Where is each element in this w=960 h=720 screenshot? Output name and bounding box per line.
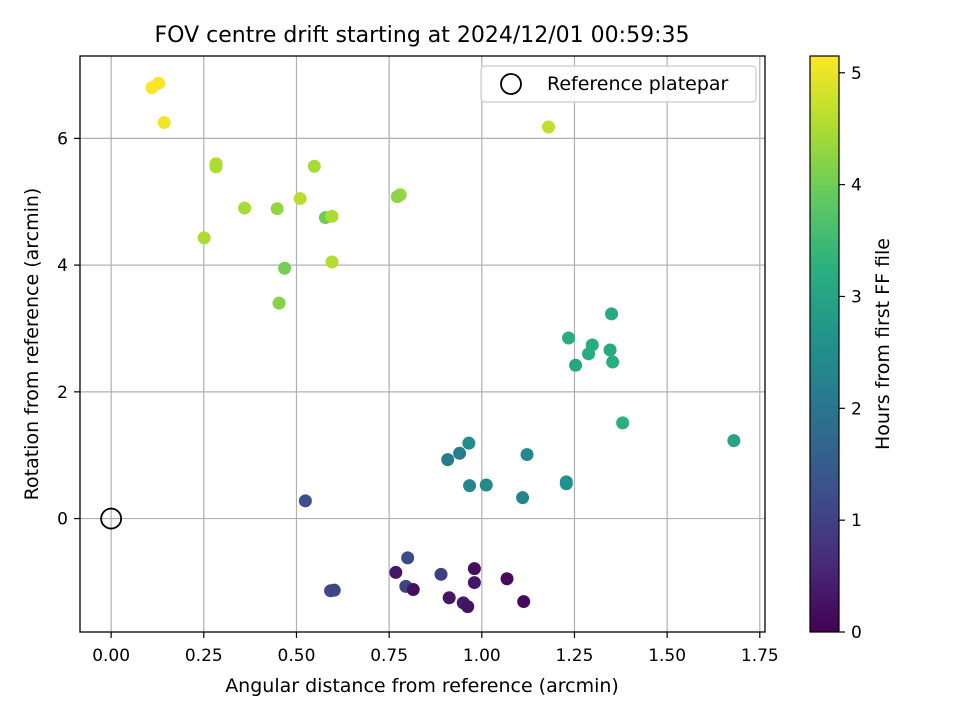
reference-marker — [100, 507, 123, 530]
grid — [80, 56, 765, 632]
colorbar-tick-label: 5 — [851, 64, 862, 84]
colorbar-tick-label: 4 — [851, 176, 862, 196]
x-tick-label: 0.50 — [278, 646, 316, 666]
colorbar-ticks: 0 1 2 3 4 5 — [839, 64, 862, 643]
scatter-point — [293, 192, 307, 206]
scatter-point — [562, 331, 576, 345]
scatter-point — [467, 562, 481, 576]
scatter-point — [616, 416, 630, 430]
scatter-point — [559, 477, 573, 491]
y-tick-label: 2 — [57, 383, 68, 403]
scatter-point — [278, 261, 292, 275]
y-tick-label: 6 — [57, 129, 68, 149]
x-tick-label: 1.00 — [463, 646, 501, 666]
scatter-point — [197, 231, 211, 245]
scatter-point — [307, 159, 321, 173]
colorbar-tick-label: 2 — [851, 399, 862, 419]
x-tick-label: 1.25 — [556, 646, 594, 666]
scatter-point — [434, 567, 448, 581]
colorbar-tick-label: 3 — [851, 287, 862, 307]
scatter-point — [453, 446, 467, 460]
scatter-point — [603, 343, 617, 357]
y-axis-label: Rotation from reference (arcmin) — [21, 188, 43, 501]
scatter-point — [209, 160, 223, 174]
x-tick-label: 1.50 — [648, 646, 686, 666]
x-axis-ticks: 0.00 0.25 0.50 0.75 1.00 1.25 1.50 1.75 — [92, 632, 779, 666]
scatter-point — [157, 116, 171, 130]
x-axis-label: Angular distance from reference (arcmin) — [225, 675, 619, 697]
scatter-point — [441, 453, 455, 467]
scatter-point — [389, 565, 403, 579]
scatter-point — [727, 434, 741, 448]
scatter-point — [238, 201, 252, 215]
scatter-point — [467, 576, 481, 590]
legend: Reference platepar — [480, 65, 757, 103]
scatter-point — [463, 479, 477, 493]
x-tick-label: 0.00 — [92, 646, 130, 666]
scatter-point — [325, 255, 339, 269]
scatter-point — [582, 347, 596, 361]
legend-entry-reference: Reference platepar — [547, 73, 729, 95]
scatter-point — [442, 591, 456, 605]
scatter-point — [569, 358, 583, 372]
scatter-point — [606, 355, 620, 369]
plot-frame — [79, 55, 766, 633]
x-tick-label: 1.75 — [741, 646, 779, 666]
legend-box — [480, 65, 757, 103]
scatter-point — [462, 436, 476, 450]
scatter-point — [479, 478, 493, 492]
plot-area: 0.00 0.25 0.50 0.75 1.00 1.25 1.50 1.75 0 2 4 6 — [57, 55, 779, 666]
scatter-point — [390, 190, 404, 204]
colorbar-gradient — [809, 55, 840, 633]
scatter-point — [516, 491, 530, 505]
chart-title: FOV centre drift starting at 2024/12/01 … — [155, 23, 690, 48]
y-tick-label: 0 — [57, 510, 68, 530]
scatter-point — [298, 494, 312, 508]
scatter-point — [327, 583, 341, 597]
scatter-point — [461, 600, 475, 614]
scatter-points — [145, 76, 741, 614]
legend-marker-icon — [500, 73, 522, 95]
colorbar-label: Hours from first FF file — [872, 238, 894, 450]
x-tick-label: 0.75 — [370, 646, 408, 666]
y-axis-ticks: 0 2 4 6 — [57, 129, 80, 530]
scatter-point — [270, 202, 284, 216]
scatter-point — [406, 583, 420, 597]
colorbar: 0 1 2 3 4 5 Hours from first FF file — [809, 55, 894, 643]
scatter-point — [272, 296, 286, 310]
scatter-point — [500, 572, 514, 586]
scatter-point — [605, 307, 619, 321]
colorbar-tick-label: 1 — [851, 511, 862, 531]
scatter-point — [152, 76, 166, 90]
scatter-point — [517, 595, 531, 609]
colorbar-tick-label: 0 — [851, 623, 862, 643]
x-tick-label: 0.25 — [185, 646, 223, 666]
y-tick-label: 4 — [57, 256, 68, 276]
scatter-point — [520, 448, 534, 462]
scatter-point — [325, 209, 339, 223]
scatter-point — [401, 551, 415, 565]
scatter-point — [542, 120, 556, 134]
